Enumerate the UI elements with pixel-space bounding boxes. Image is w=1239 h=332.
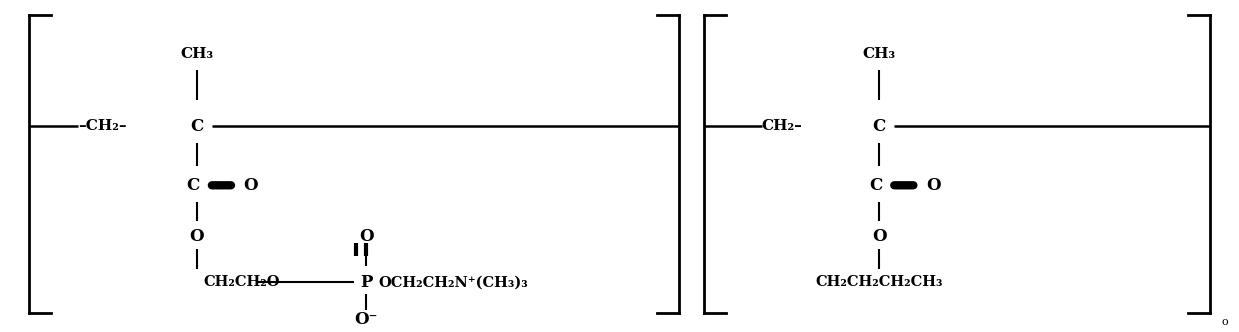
Text: O: O xyxy=(244,177,258,194)
Text: CH₂–: CH₂– xyxy=(762,119,803,133)
Text: CH₂CH₂O: CH₂CH₂O xyxy=(203,275,279,289)
Text: C: C xyxy=(872,118,886,135)
Text: C: C xyxy=(186,177,199,194)
Text: CH₃: CH₃ xyxy=(862,47,896,61)
Text: –CH₂–: –CH₂– xyxy=(78,119,126,133)
Text: O: O xyxy=(926,177,940,194)
Text: O: O xyxy=(359,228,373,245)
Text: O: O xyxy=(872,228,886,245)
Text: CH₂CH₂CH₂CH₃: CH₂CH₂CH₂CH₃ xyxy=(815,275,943,289)
Text: C: C xyxy=(190,118,203,135)
Text: O⁻: O⁻ xyxy=(354,311,378,328)
Text: o: o xyxy=(1222,317,1229,327)
Text: P: P xyxy=(359,274,372,290)
Text: OCH₂CH₂N⁺(CH₃)₃: OCH₂CH₂N⁺(CH₃)₃ xyxy=(378,275,528,289)
Text: C: C xyxy=(869,177,882,194)
Text: CH₃: CH₃ xyxy=(180,47,213,61)
Text: O: O xyxy=(190,228,204,245)
